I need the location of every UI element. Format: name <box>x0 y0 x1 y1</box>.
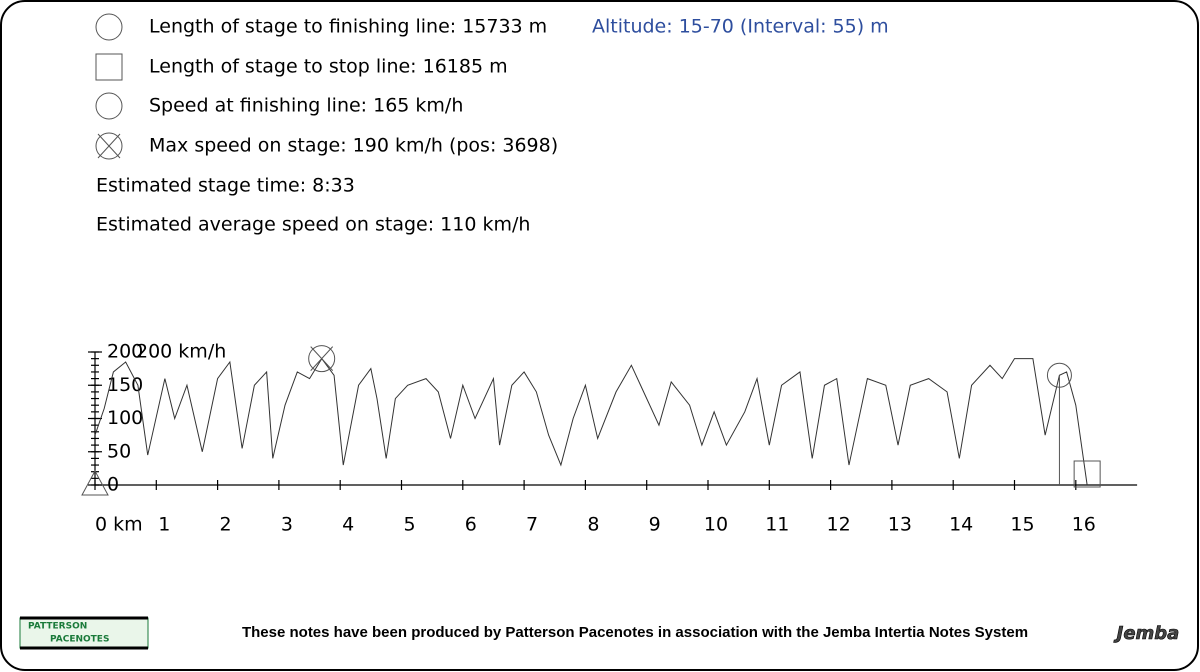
legend-text: Max speed on stage: 190 km/h (pos: 3698) <box>149 135 558 157</box>
x-tick-label: 11 <box>765 514 789 536</box>
x-tick-label: 12 <box>827 514 851 536</box>
logo-text: PACENOTES <box>50 635 109 645</box>
x-tick-label: 5 <box>403 514 415 536</box>
x-tick-label: 4 <box>342 514 354 536</box>
x-tick-label: 6 <box>465 514 477 536</box>
average-speed: Estimated average speed on stage: 110 km… <box>96 214 530 236</box>
x-tick-label: 1 <box>158 514 170 536</box>
y-tick-label: 200 <box>107 341 143 363</box>
x-tick-label: 9 <box>649 514 661 536</box>
x-tick-label: 7 <box>526 514 538 536</box>
max-speed-marker <box>308 345 336 373</box>
legend-text: Speed at finishing line: 165 km/h <box>149 95 463 117</box>
x-tick-label: 3 <box>281 514 293 536</box>
x-tick-label: 14 <box>949 514 973 536</box>
logo-left: PATTERSON PACENOTES <box>19 616 149 650</box>
speed-icon <box>95 92 123 120</box>
x-tick-label: 2 <box>220 514 232 536</box>
speed-line <box>94 357 1088 486</box>
x-tick-label: 13 <box>888 514 912 536</box>
x-tick-label: 16 <box>1072 514 1096 536</box>
x-tick-label: 0 km <box>95 514 143 536</box>
legend-text: Length of stage to finishing line: 15733… <box>149 16 547 38</box>
logo-right: Jemba <box>1114 623 1180 644</box>
start-marker <box>81 469 109 496</box>
finish-icon <box>95 13 123 41</box>
stop-marker <box>1073 460 1101 488</box>
x-tick-label: 15 <box>1010 514 1034 536</box>
stage-time: Estimated stage time: 8:33 <box>96 175 355 197</box>
y-tick-label: 0 <box>107 474 119 496</box>
max-speed-icon <box>95 132 123 160</box>
y-tick-label: 50 <box>107 440 131 462</box>
y-axis-label: 200 km/h <box>136 341 226 363</box>
stop-icon <box>95 53 123 81</box>
x-tick-label: 10 <box>704 514 728 536</box>
y-tick-label: 100 <box>107 407 143 429</box>
footer-text: These notes have been produced by Patter… <box>242 624 1028 641</box>
legend-text: Length of stage to stop line: 16185 m <box>149 56 508 78</box>
x-tick-label: 8 <box>587 514 599 536</box>
altitude: Altitude: 15-70 (Interval: 55) m <box>592 16 889 38</box>
max-speed-cross <box>310 346 334 371</box>
logo-text: PATTERSON <box>28 622 87 632</box>
